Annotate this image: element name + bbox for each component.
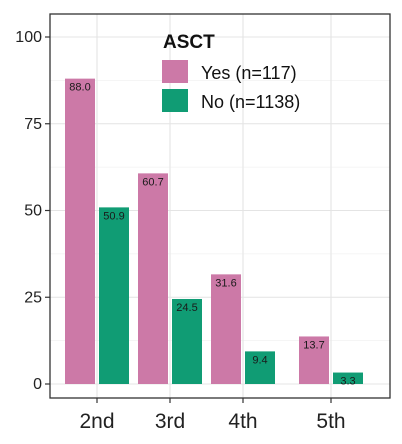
data-label-yes-5th: 13.7 [303, 339, 324, 351]
y-tick-label: 0 [33, 376, 42, 393]
data-label-no-5th: 3.3 [340, 376, 355, 388]
bars [65, 78, 363, 384]
x-tick-label: 2nd [79, 410, 114, 433]
x-tick-label: 4th [228, 410, 257, 433]
data-label-no-3rd: 24.5 [176, 302, 197, 314]
panel-border [49, 13, 391, 399]
bar-yes-3rd [138, 173, 168, 384]
bar-no-5th [333, 372, 363, 384]
x-tick-label: 5th [316, 410, 345, 433]
y-tick-label: 25 [24, 289, 42, 306]
legend: ASCT Yes (n=117) No (n=1138) [162, 32, 300, 112]
data-label-yes-2nd: 88.0 [69, 82, 90, 94]
legend-title: ASCT [163, 32, 215, 53]
y-tick-label: 50 [24, 203, 42, 220]
y-tick-label: 100 [15, 29, 42, 46]
data-label-no-4th: 9.4 [252, 354, 267, 366]
axes: 0 25 50 75 100 2nd 3rd 4th 5th [15, 13, 391, 433]
data-label-yes-4th: 31.6 [215, 277, 236, 289]
bar-no-2nd [99, 207, 129, 384]
legend-label-yes: Yes (n=117) [201, 63, 297, 83]
legend-swatch-no [162, 89, 188, 112]
bar-yes-2nd [65, 78, 95, 384]
bar-no-3rd [172, 298, 202, 384]
bar-yes-5th [299, 336, 329, 384]
legend-label-no: No (n=1138) [201, 92, 300, 112]
data-labels: 88.0 60.7 31.6 13.7 50.9 24.5 9.4 3.3 [69, 82, 355, 388]
bar-no-4th [245, 351, 275, 384]
bar-yes-4th [211, 274, 241, 384]
data-label-no-2nd: 50.9 [103, 210, 124, 222]
legend-swatch-yes [162, 60, 188, 83]
x-tick-label: 3rd [155, 410, 185, 433]
y-tick-label: 75 [24, 116, 42, 133]
data-label-yes-3rd: 60.7 [142, 176, 163, 188]
